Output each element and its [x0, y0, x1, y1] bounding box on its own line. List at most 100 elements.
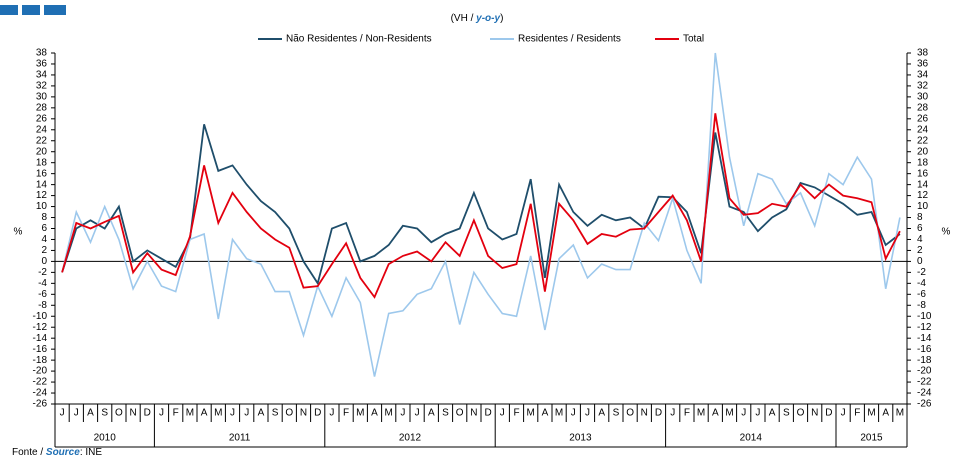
- legend-label: Total: [683, 34, 704, 45]
- y-tick-label: -24: [33, 388, 48, 399]
- y-axis-label: %: [14, 227, 23, 238]
- y-tick-label: 22: [36, 135, 48, 146]
- x-tick-label: S: [783, 408, 790, 419]
- y2-tick-label: 38: [917, 48, 929, 59]
- year-label: 2013: [569, 433, 592, 444]
- y-tick-label: 8: [41, 212, 47, 223]
- y-tick-label: 20: [36, 146, 48, 157]
- y2-tick-label: 6: [917, 223, 923, 234]
- x-tick-label: J: [571, 408, 576, 419]
- y2-tick-label: 10: [917, 201, 929, 212]
- y-tick-label: -12: [33, 322, 48, 333]
- y-tick-label: 24: [36, 124, 48, 135]
- x-tick-label: D: [144, 408, 151, 419]
- y-tick-label: -4: [38, 278, 47, 289]
- x-tick-label: O: [456, 408, 464, 419]
- y2-tick-label: -18: [917, 355, 932, 366]
- y2-tick-label: -2: [917, 267, 926, 278]
- logo-block: [44, 5, 66, 15]
- x-tick-label: A: [201, 408, 208, 419]
- x-tick-label: M: [527, 408, 535, 419]
- y-tick-label: -14: [33, 333, 48, 344]
- y2-tick-label: 14: [917, 179, 929, 190]
- y-tick-label: -6: [38, 289, 47, 300]
- x-tick-label: S: [101, 408, 108, 419]
- x-tick-label: J: [415, 408, 420, 419]
- y-tick-label: -10: [33, 311, 48, 322]
- y2-tick-label: 0: [917, 256, 923, 267]
- y-tick-label: -18: [33, 355, 48, 366]
- y2-tick-label: 26: [917, 113, 929, 124]
- x-tick-label: A: [542, 408, 549, 419]
- x-tick-label: M: [555, 408, 563, 419]
- x-tick-label: A: [371, 408, 378, 419]
- y2-tick-label: 36: [917, 59, 929, 70]
- x-tick-label: J: [159, 408, 164, 419]
- y-tick-label: 32: [36, 81, 48, 92]
- y-tick-label: -8: [38, 300, 47, 311]
- y2-tick-label: -8: [917, 300, 926, 311]
- y-tick-label: 14: [36, 179, 48, 190]
- source-part: Source: [46, 447, 80, 458]
- series-line: [61, 113, 901, 299]
- y-tick-label: 2: [41, 245, 47, 256]
- y2-tick-label: -14: [917, 333, 932, 344]
- x-tick-label: J: [244, 408, 249, 419]
- y-tick-label: 34: [36, 70, 48, 81]
- subtitle-part: ): [500, 13, 503, 24]
- y-tick-label: 0: [41, 256, 47, 267]
- x-tick-label: J: [400, 408, 405, 419]
- x-tick-label: A: [598, 408, 605, 419]
- source-part: : INE: [80, 447, 103, 458]
- y-tick-label: 12: [36, 190, 48, 201]
- y-tick-label: 16: [36, 168, 48, 179]
- y2-tick-label: 34: [917, 70, 929, 81]
- x-tick-label: O: [626, 408, 634, 419]
- x-tick-label: M: [356, 408, 364, 419]
- y2-tick-label: -26: [917, 399, 932, 410]
- x-tick-label: A: [769, 408, 776, 419]
- y-tick-label: 10: [36, 201, 48, 212]
- y2-tick-label: -24: [917, 388, 932, 399]
- subtitle-part: y-o-y: [475, 13, 500, 24]
- y2-tick-label: 28: [917, 102, 929, 113]
- subtitle-part: (VH /: [451, 13, 477, 24]
- series-line: [61, 124, 901, 286]
- y2-tick-label: 24: [917, 124, 929, 135]
- x-tick-label: D: [314, 408, 321, 419]
- x-tick-label: M: [385, 408, 393, 419]
- year-label: 2010: [94, 433, 117, 444]
- x-tick-label: J: [755, 408, 760, 419]
- x-tick-label: A: [428, 408, 435, 419]
- subtitle: (VH / y-o-y): [451, 13, 504, 24]
- x-tick-label: M: [867, 408, 875, 419]
- x-tick-label: D: [655, 408, 662, 419]
- y-tick-label: -20: [33, 366, 48, 377]
- y-tick-label: -16: [33, 344, 48, 355]
- y2-tick-label: 2: [917, 245, 923, 256]
- x-tick-label: S: [272, 408, 279, 419]
- y2-tick-label: 16: [917, 168, 929, 179]
- y2-tick-label: 22: [917, 135, 929, 146]
- x-tick-label: O: [285, 408, 293, 419]
- x-tick-label: M: [186, 408, 194, 419]
- y-tick-label: 4: [41, 234, 47, 245]
- y2-tick-label: 18: [917, 157, 929, 168]
- x-tick-label: F: [854, 408, 860, 419]
- source: Fonte / Source: INE: [12, 447, 102, 458]
- x-tick-label: A: [882, 408, 889, 419]
- y-tick-label: 38: [36, 48, 48, 59]
- year-label: 2012: [399, 433, 422, 444]
- x-tick-label: J: [741, 408, 746, 419]
- y-tick-label: 6: [41, 223, 47, 234]
- y-tick-label: -2: [38, 267, 47, 278]
- y-tick-label: 26: [36, 113, 48, 124]
- y2-tick-label: 32: [917, 81, 929, 92]
- legend-label: Não Residentes / Non-Residents: [286, 34, 432, 45]
- logo-block: [22, 5, 40, 15]
- x-tick-label: N: [129, 408, 136, 419]
- y2-tick-label: -22: [917, 377, 932, 388]
- x-tick-label: J: [585, 408, 590, 419]
- y2-tick-label: 30: [917, 92, 929, 103]
- y2-tick-label: 8: [917, 212, 923, 223]
